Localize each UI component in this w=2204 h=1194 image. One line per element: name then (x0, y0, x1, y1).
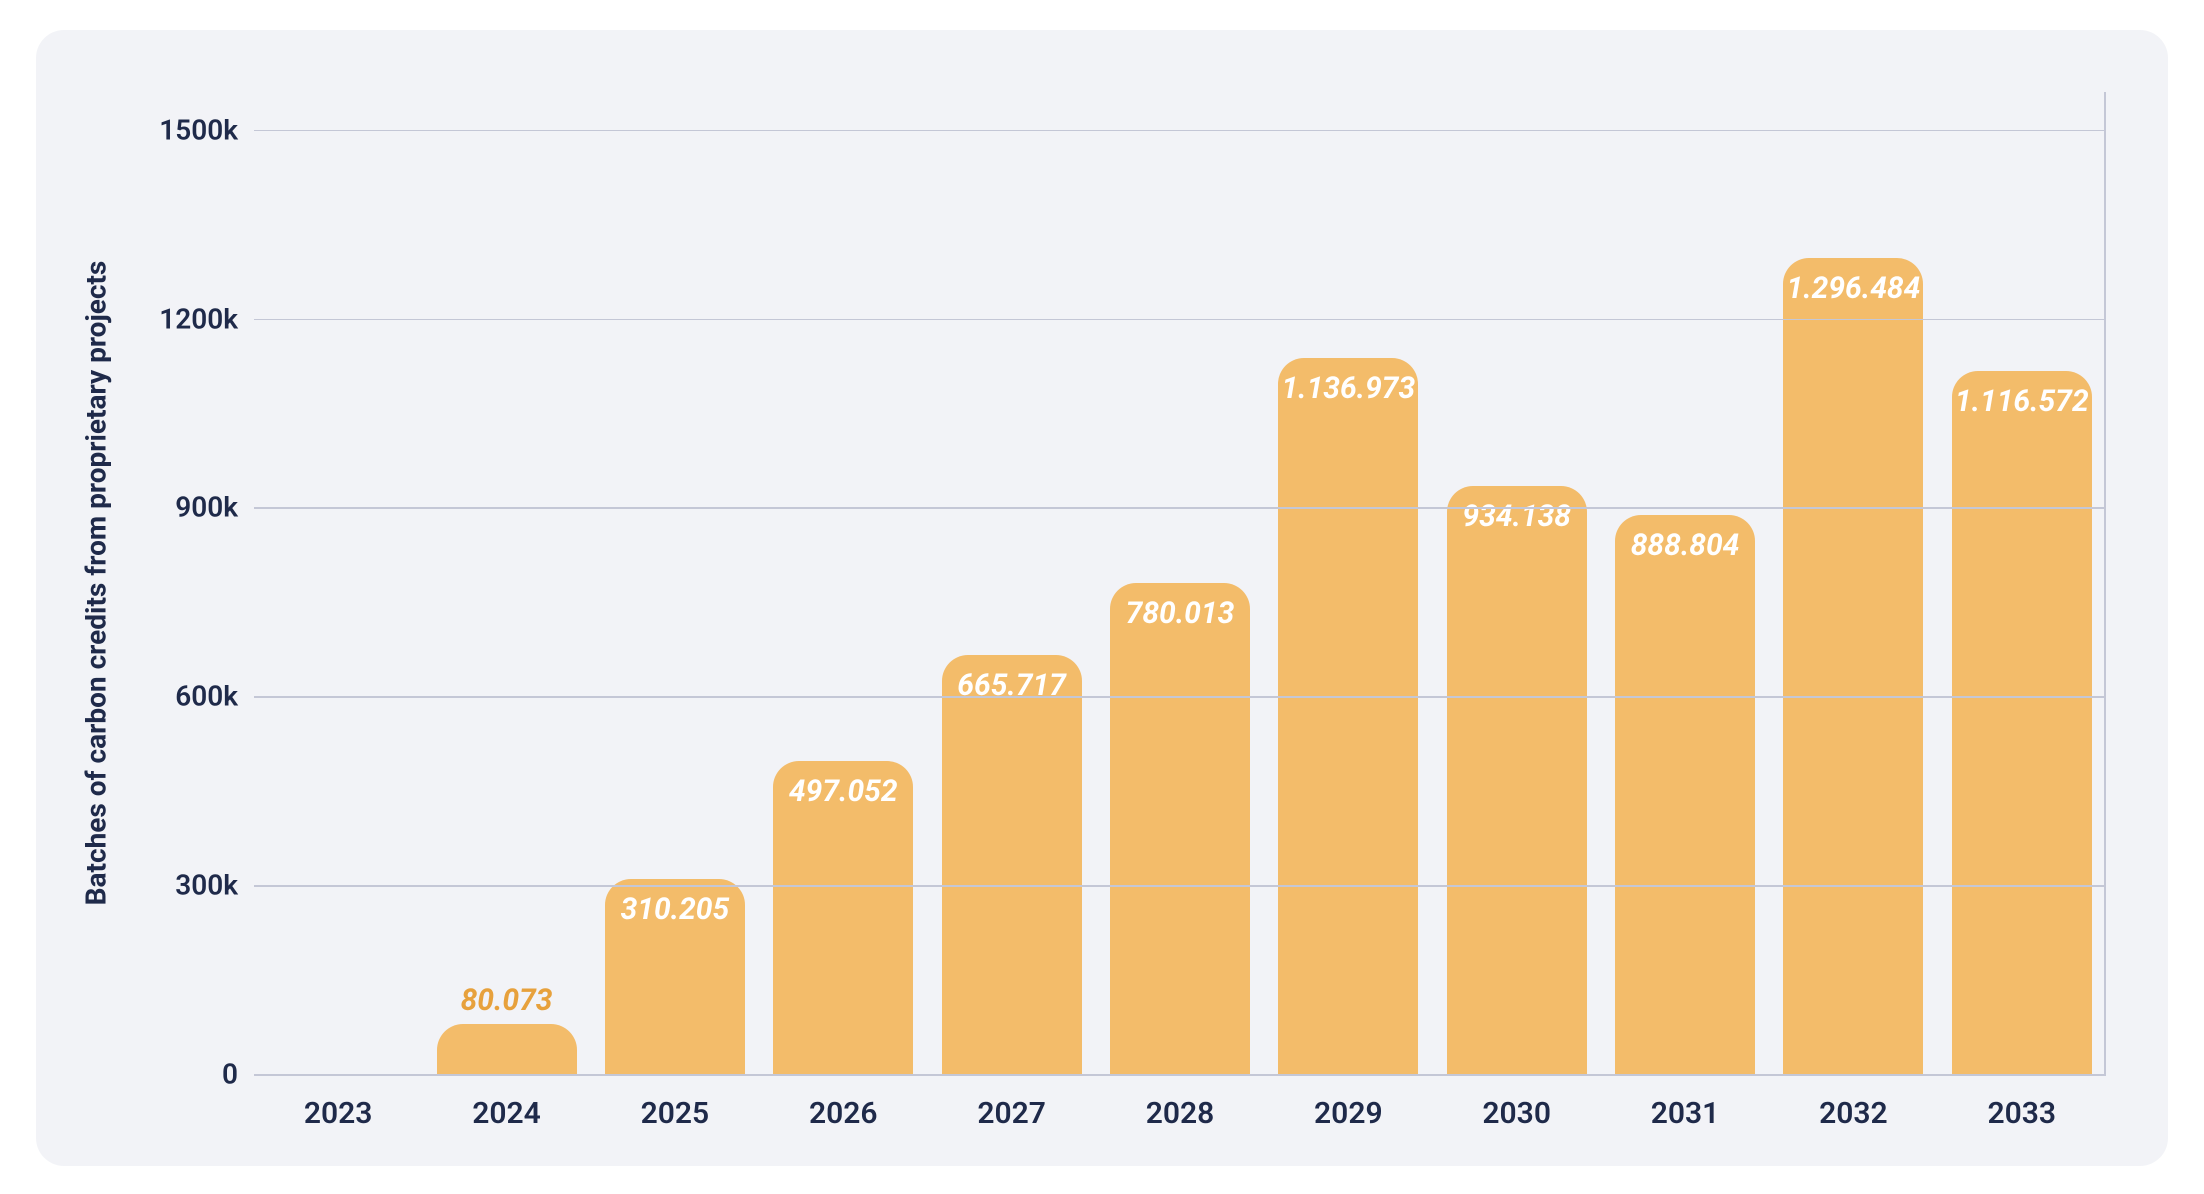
bar-value-label: 310.205 (621, 892, 730, 927)
x-tick-label: 2032 (1819, 1096, 1888, 1131)
x-tick-label: 2030 (1482, 1096, 1551, 1131)
bars-container: 202380.0732024310.2052025497.0522026665.… (254, 92, 2106, 1074)
y-axis-label: Batches of carbon credits from proprieta… (80, 261, 113, 906)
y-tick-label: 0 (222, 1058, 238, 1091)
bar-value-label: 780.013 (1126, 596, 1235, 631)
gridline (254, 885, 2106, 887)
bar-value-label: 1.136.973 (1281, 371, 1415, 406)
gridline (254, 319, 2106, 321)
x-tick-label: 2027 (977, 1096, 1046, 1131)
y-tick-label: 300k (175, 869, 238, 902)
plot-area: 202380.0732024310.2052025497.0522026665.… (254, 92, 2106, 1074)
y-tick-label: 1200k (159, 302, 238, 335)
bar-slot: 497.0522026 (759, 92, 927, 1074)
x-tick-label: 2029 (1314, 1096, 1383, 1131)
gridline (254, 507, 2106, 509)
x-tick-label: 2023 (304, 1096, 373, 1131)
y-tick-label: 600k (175, 680, 238, 713)
bar-value-label: 497.052 (789, 774, 898, 809)
bar-value-label: 888.804 (1631, 528, 1740, 563)
gridline (254, 696, 2106, 698)
bar-value-label: 1.116.572 (1955, 384, 2089, 419)
bar-slot: 80.0732024 (422, 92, 590, 1074)
bar-slot: 1.136.9732029 (1264, 92, 1432, 1074)
bar (942, 655, 1082, 1074)
x-tick-label: 2028 (1146, 1096, 1215, 1131)
bar-value-label: 934.138 (1462, 499, 1571, 534)
gridline (254, 1074, 2106, 1076)
bar-slot: 888.8042031 (1601, 92, 1769, 1074)
bar-slot: 310.2052025 (591, 92, 759, 1074)
bar-value-label: 1.296.484 (1787, 271, 1921, 306)
bar-slot: 665.7172027 (927, 92, 1095, 1074)
bar (437, 1024, 577, 1074)
bar-slot: 934.1382030 (1433, 92, 1601, 1074)
y-tick-label: 1500k (159, 113, 238, 146)
bar (1278, 358, 1418, 1074)
bar-slot: 1.296.4842032 (1769, 92, 1937, 1074)
bar (1447, 486, 1587, 1074)
bar-value-label: 80.073 (461, 983, 553, 1018)
x-tick-label: 2025 (641, 1096, 710, 1131)
gridline (254, 130, 2106, 132)
x-tick-label: 2033 (1987, 1096, 2056, 1131)
x-tick-label: 2024 (472, 1096, 541, 1131)
x-tick-label: 2026 (809, 1096, 878, 1131)
bar (1615, 515, 1755, 1074)
bar (1110, 583, 1250, 1074)
bar-slot: 780.0132028 (1096, 92, 1264, 1074)
bar-slot: 2023 (254, 92, 422, 1074)
bar (1952, 371, 2092, 1074)
y-tick-label: 900k (175, 491, 238, 524)
bar (1783, 258, 1923, 1074)
chart-card: Batches of carbon credits from proprieta… (36, 30, 2168, 1166)
bar-slot: 1.116.5722033 (1938, 92, 2106, 1074)
x-tick-label: 2031 (1651, 1096, 1720, 1131)
